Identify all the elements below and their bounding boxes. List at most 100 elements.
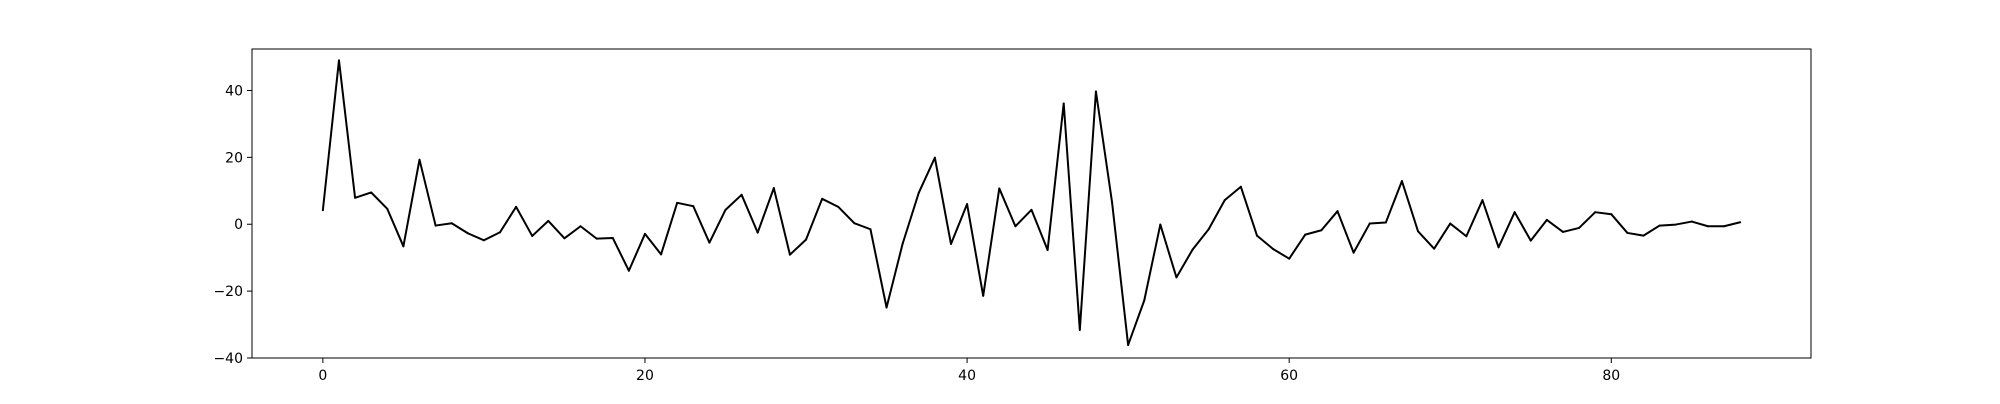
data-point [321,209,324,212]
data-point [1272,247,1275,250]
x-tick-label: 40 [958,368,976,384]
data-point [1481,199,1484,202]
data-point [1078,328,1081,331]
data-point [837,205,840,208]
series-line [321,59,1741,346]
data-point [402,245,405,248]
data-point [1175,276,1178,279]
data-point [788,253,791,256]
data-point [1561,230,1564,233]
data-point [1352,251,1355,254]
data-point [1739,221,1742,224]
data-point [1191,248,1194,251]
data-point [643,232,646,235]
data-point [1111,201,1114,204]
data-point [337,59,340,62]
data-point [917,191,920,194]
data-point [499,231,502,234]
data-point [1207,228,1210,231]
data-point [821,197,824,200]
data-point [1594,211,1597,214]
data-point [627,269,630,272]
data-point [1143,299,1146,302]
data-point [708,241,711,244]
data-point [1658,224,1661,227]
data-point [1062,102,1065,105]
y-tick-label: 40 [225,83,243,99]
data-point [1465,235,1468,238]
data-point [805,238,808,241]
data-point [660,253,663,256]
data-point [482,239,485,242]
x-tick-label: 80 [1602,368,1620,384]
data-point [563,237,566,240]
data-point [1046,248,1049,251]
data-point [1723,225,1726,228]
data-point [740,193,743,196]
data-point [1626,231,1629,234]
series-points [321,59,1742,346]
data-point [966,203,969,206]
data-point [579,225,582,228]
y-tick-label: 0 [234,217,243,233]
data-point [676,201,679,204]
data-point [1545,218,1548,221]
data-point [1368,222,1371,225]
data-point [515,205,518,208]
y-axis-ticks: −40 −20 0 20 40 [213,83,252,367]
data-point [1159,223,1162,226]
data-point [933,156,936,159]
data-point [1449,222,1452,225]
data-point [595,237,598,240]
data-point [1610,213,1613,216]
data-point [466,232,469,235]
data-point [1239,185,1242,188]
x-axis-ticks: 0 20 40 60 80 [318,358,1620,384]
plot-lines [321,59,1742,346]
data-point [1384,221,1387,224]
data-point [1288,257,1291,260]
data-point [1223,199,1226,202]
data-point [1320,229,1323,232]
data-point [869,228,872,231]
data-point [998,187,1001,190]
data-point [1417,230,1420,233]
data-point [853,222,856,225]
x-tick-label: 20 [636,368,654,384]
data-point [434,224,437,227]
data-point [1030,208,1033,211]
data-point [1497,246,1500,249]
data-point [885,306,888,309]
data-point [1127,343,1130,346]
y-tick-label: −40 [213,351,243,367]
data-point [1642,234,1645,237]
data-point [1674,223,1677,226]
data-point [772,187,775,190]
x-tick-label: 60 [1280,368,1298,384]
data-point [724,208,727,211]
data-point [1513,211,1516,214]
data-point [370,191,373,194]
data-point [901,242,904,245]
data-point [949,242,952,245]
data-point [418,158,421,161]
y-tick-label: −20 [213,284,243,300]
y-tick-label: 20 [225,150,243,166]
data-point [1014,225,1017,228]
data-point [1336,210,1339,213]
data-point [1400,180,1403,183]
data-point [1304,233,1307,236]
data-point [1706,225,1709,228]
data-point [547,219,550,222]
data-point [1094,90,1097,93]
data-point [692,205,695,208]
data-point [450,222,453,225]
data-point [386,207,389,210]
data-point [611,236,614,239]
data-point [1529,239,1532,242]
data-point [982,294,985,297]
data-point [1690,220,1693,223]
data-point [1578,226,1581,229]
